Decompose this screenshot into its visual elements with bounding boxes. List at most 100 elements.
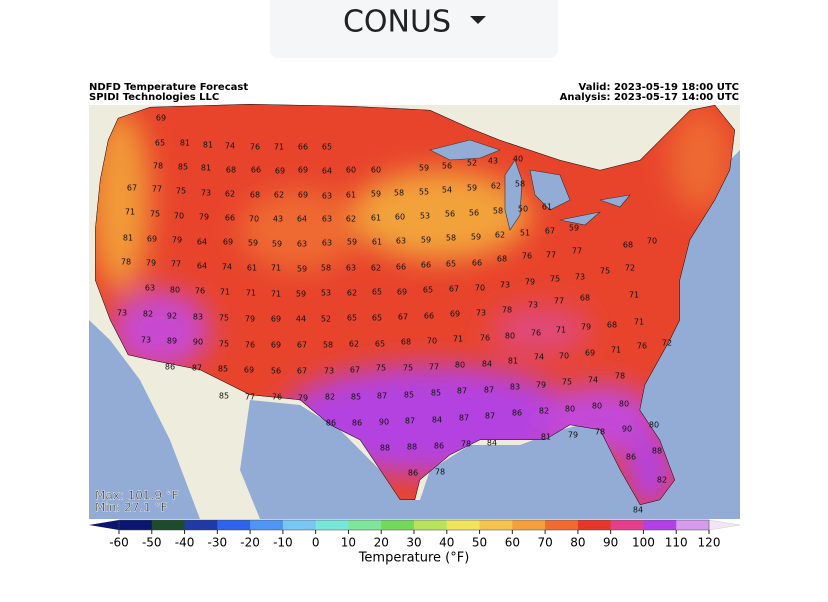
temperature-label: 84 [487, 439, 497, 448]
caret[interactable] [470, 16, 486, 24]
temperature-label: 66 [396, 263, 406, 272]
temperature-label: 62 [274, 191, 284, 200]
temperature-label: 80 [592, 402, 602, 411]
analysis-time: Analysis: 2023-05-17 14:00 UTC [560, 92, 739, 103]
temperature-label: 81 [508, 357, 518, 366]
temperature-label: 68 [250, 191, 260, 200]
temperature-label: 65 [322, 143, 332, 152]
temperature-label: 69 [450, 310, 460, 319]
temperature-label: 85 [351, 393, 361, 402]
temperature-label: 62 [225, 190, 235, 199]
temperature-label: 85 [178, 163, 188, 172]
temperature-label: 59 [347, 238, 357, 247]
temperature-label: 58 [515, 180, 525, 189]
colorbar-tick-label: -20 [240, 536, 260, 550]
colorbar-tick-label: -10 [273, 536, 293, 550]
temperature-label: 79 [245, 315, 255, 324]
temperature-label: 85 [218, 365, 228, 374]
temperature-label: 86 [512, 409, 522, 418]
temperature-label: 74 [222, 263, 232, 272]
dropdown-label[interactable]: CONUS [343, 5, 451, 40]
temperature-label: 75 [219, 340, 229, 349]
temperature-label: 58 [394, 189, 404, 198]
temperature-label: 87 [485, 412, 495, 421]
temperature-label: 59 [371, 190, 381, 199]
temperature-label: 80 [565, 405, 575, 414]
temperature-label: 63 [297, 240, 307, 249]
temperature-label: 81 [203, 141, 213, 150]
temperature-label: 43 [273, 215, 283, 224]
colorbar-extend-high [708, 519, 741, 531]
temperature-label: 81 [180, 139, 190, 148]
temperature-label: 68 [226, 166, 236, 175]
temperature-label: 73 [117, 309, 127, 318]
temperature-label: 73 [476, 309, 486, 318]
temperature-label: 89 [167, 337, 177, 346]
temperature-label: 88 [652, 447, 662, 456]
temperature-label: 71 [274, 143, 284, 152]
temperature-label: 53 [321, 289, 331, 298]
colorbar-band [250, 520, 284, 530]
colorbar-tick-label: 50 [472, 536, 487, 550]
temperature-label: 56 [271, 367, 281, 376]
temperature-label: 69 [298, 191, 308, 200]
temperature-label: 79 [536, 381, 546, 390]
temperature-label: 52 [467, 159, 477, 168]
temperature-label: 76 [637, 342, 647, 351]
temperature-label: 70 [475, 284, 485, 293]
dropdown-button[interactable] [270, 0, 558, 58]
colorbar-label: Temperature (°F) [358, 551, 470, 566]
colorbar-band [119, 520, 153, 530]
temperature-label: 73 [324, 367, 334, 376]
temperature-label: 70 [427, 337, 437, 346]
temperature-label: 75 [550, 275, 560, 284]
temperature-label: 71 [556, 326, 566, 335]
temperature-label: 67 [297, 367, 307, 376]
temperature-label: 64 [197, 238, 207, 247]
temperature-label: 65 [347, 314, 357, 323]
temperature-label: 65 [372, 314, 382, 323]
temperature-label: 61 [371, 214, 381, 223]
temperature-label: 69 [223, 238, 233, 247]
temperature-label: 59 [296, 290, 306, 299]
temperature-label: 69 [156, 114, 166, 123]
temperature-label: 63 [322, 192, 332, 201]
temperature-label: 66 [424, 312, 434, 321]
temperature-label: 79 [568, 431, 578, 440]
temperature-label: 72 [662, 339, 672, 348]
temperature-label: 61 [542, 203, 552, 212]
temperature-label: 77 [171, 260, 181, 269]
temperature-label: 64 [197, 262, 207, 271]
temperature-label: 73 [141, 336, 151, 345]
temperature-label: 71 [220, 288, 230, 297]
temperature-label: 63 [396, 237, 406, 246]
temperature-label: 81 [541, 433, 551, 442]
temperature-label: 78 [153, 162, 163, 171]
temperature-label: 80 [619, 400, 629, 409]
temperature-label: 62 [347, 289, 357, 298]
temperature-label: 44 [296, 315, 306, 324]
temperature-label: 69 [244, 366, 254, 375]
colorbar-tick-label: 10 [341, 536, 356, 550]
temperature-label: 79 [172, 236, 182, 245]
temperature-label: 70 [559, 352, 569, 361]
temperature-label: 58 [493, 207, 503, 216]
temperature-label: 66 [298, 143, 308, 152]
temperature-label: 77 [572, 247, 582, 256]
temperature-label: 70 [647, 237, 657, 246]
temperature-label: 67 [297, 341, 307, 350]
temperature-label: 66 [251, 166, 261, 175]
colorbar-band [151, 520, 186, 530]
region-dropdown[interactable]: CONUS [270, 0, 558, 58]
temperature-label: 69 [147, 235, 157, 244]
temperature-label: 71 [271, 290, 281, 299]
valid-time: Valid: 2023-05-19 18:00 UTC [579, 82, 739, 93]
temperature-label: 76 [272, 393, 282, 402]
temperature-label: 74 [588, 376, 598, 385]
temperature-label: 85 [431, 389, 441, 398]
temperature-label: 53 [420, 212, 430, 221]
temperature-label: 82 [657, 476, 667, 485]
temperature-label: 75 [403, 364, 413, 373]
temperature-label: 87 [405, 417, 415, 426]
temperature-label: 86 [408, 469, 418, 478]
